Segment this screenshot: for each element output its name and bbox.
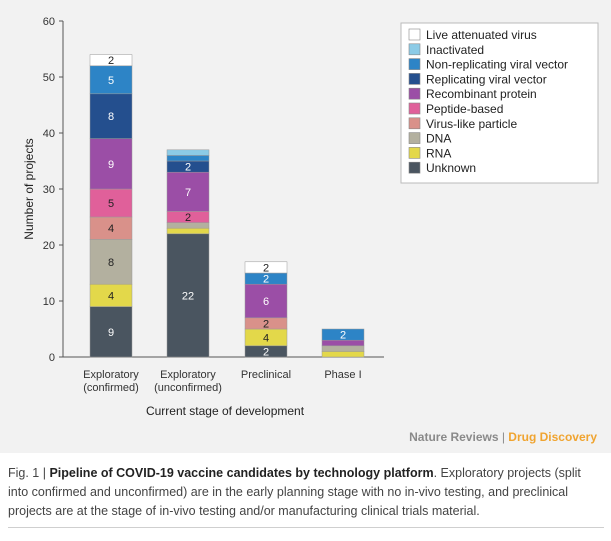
x-category-label: (confirmed) [83, 382, 139, 394]
bar-value-label: 8 [108, 257, 114, 269]
bar-value-label: 2 [108, 55, 114, 67]
bar-value-label: 2 [340, 330, 346, 342]
bar-value-label: 5 [108, 198, 114, 210]
bar-value-label: 4 [263, 332, 269, 344]
y-tick-label: 40 [43, 128, 55, 140]
legend-label: DNA [426, 132, 451, 146]
bar-segment [321, 328, 365, 341]
x-category-label: (unconfirmed) [154, 382, 222, 394]
y-tick-label: 30 [43, 184, 55, 196]
legend-swatch [408, 87, 421, 100]
publisher-name: Nature Reviews [409, 430, 499, 444]
bar-value-label: 4 [108, 223, 114, 235]
legend-label: Recombinant protein [426, 87, 537, 101]
bar-segment [89, 54, 133, 67]
bar-segment [166, 227, 210, 235]
bar-value-label: 2 [185, 162, 191, 174]
bar-segment [321, 345, 365, 352]
bar-value-label: 22 [182, 290, 194, 302]
bar-value-label: 2 [263, 262, 269, 274]
figure-caption: Fig. 1 | Pipeline of COVID-19 vaccine ca… [8, 464, 604, 521]
x-category-label: Exploratory [160, 369, 216, 381]
x-category-label: Phase I [324, 369, 361, 381]
y-tick-label: 10 [43, 296, 55, 308]
caption-text: . Exploratory projects (split into confi… [8, 466, 581, 518]
legend-swatch [408, 117, 421, 130]
legend-swatch [408, 43, 421, 56]
legend-swatch [408, 102, 421, 115]
legend-swatch [408, 73, 421, 85]
legend-swatch [408, 132, 421, 144]
publisher-credit: Nature Reviews | Drug Discovery [409, 430, 597, 444]
bar-value-label: 8 [108, 111, 114, 123]
legend-label: Replicating viral vector [426, 72, 547, 86]
y-tick-label: 50 [43, 72, 55, 84]
y-tick-label: 20 [43, 240, 55, 252]
bar-segment [89, 239, 133, 285]
legend-label: RNA [426, 146, 451, 160]
legend-swatch [408, 147, 421, 159]
bar-segment [166, 171, 210, 212]
figure-panel: 0 10 20 30 40 50 60 Number of projects Explorato… [0, 0, 611, 453]
bar-segment [244, 283, 288, 319]
bar-segment [89, 93, 133, 139]
bar-segment [166, 155, 210, 162]
bar-value-label: 5 [108, 75, 114, 87]
bar-value-label: 6 [263, 296, 269, 308]
legend-label: Unknown [426, 161, 476, 175]
caption-title: Pipeline of COVID-19 vaccine candidates … [49, 466, 434, 480]
x-category-label: Exploratory [83, 369, 139, 381]
bar-value-label: 2 [185, 212, 191, 224]
bar-segment [89, 138, 133, 190]
bar-value-label: 9 [108, 159, 114, 171]
legend-swatch [408, 58, 421, 70]
x-category-label: Preclinical [241, 369, 291, 381]
bar-value-label: 4 [108, 290, 114, 302]
legend-label: Virus-like particle [426, 117, 517, 131]
stacked-bar-chart: 0 10 20 30 40 50 60 Number of projects Explorato… [22, 16, 599, 418]
bar-value-label: 2 [263, 318, 269, 330]
legend-label: Non-replicating viral vector [426, 58, 568, 72]
legend-label: Peptide-based [426, 102, 503, 116]
bar-segment [321, 351, 365, 358]
journal-name: Drug Discovery [508, 430, 597, 444]
legend: Live attenuated virusInactivatedNon-repl… [400, 22, 599, 184]
axes: 0 10 20 30 40 50 60 Number of projects Explorato… [22, 16, 384, 418]
legend-box [400, 22, 599, 184]
bar-value-label: 2 [263, 274, 269, 286]
bar-segment [89, 188, 133, 218]
legend-swatch [408, 28, 421, 41]
y-tick-label: 0 [49, 352, 55, 364]
bar-value-label: 7 [185, 187, 191, 199]
credit-separator: | [498, 430, 509, 444]
bar-value-label: 9 [108, 327, 114, 339]
caption-divider [8, 527, 604, 528]
legend-swatch [408, 161, 421, 174]
caption-prefix: Fig. 1 | [8, 466, 50, 480]
legend-label: Live attenuated virus [426, 28, 537, 42]
bar-segment [244, 261, 288, 274]
y-axis-title: Number of projects [22, 138, 36, 239]
bar-segment [166, 149, 210, 156]
bar-value-label: 2 [263, 346, 269, 358]
legend-label: Inactivated [426, 43, 484, 57]
x-axis-title: Current stage of development [146, 404, 305, 418]
y-tick-label: 60 [43, 16, 55, 28]
